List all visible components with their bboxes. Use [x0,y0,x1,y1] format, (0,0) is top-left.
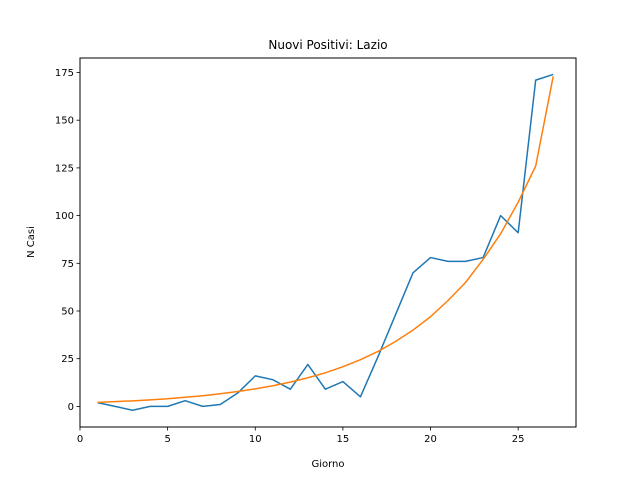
x-axis-label: Giorno [311,459,344,470]
x-tick-label: 10 [249,434,262,445]
x-tick-label: 15 [337,434,350,445]
series-layer [97,73,554,411]
x-tick-label: 20 [424,434,437,445]
y-tick-label: 125 [55,163,74,174]
x-axis-ticks: 0 5 10 15 20 25 [77,427,525,445]
series-line-1 [97,73,554,411]
y-tick-label: 75 [61,259,74,270]
y-tick-label: 175 [55,68,74,79]
y-tick-label: 25 [61,354,74,365]
y-tick-label: 0 [68,402,74,413]
y-tick-label: 150 [55,116,74,127]
plot-area: 0 5 10 15 20 25 0 25 50 75 100 125 150 175 [55,57,577,445]
x-tick-label: 25 [512,434,525,445]
y-axis-label: N Casi [26,226,37,258]
series-line-2 [97,76,554,404]
chart-title: Nuovi Positivi: Lazio [268,38,387,52]
x-tick-label: 0 [77,434,83,445]
y-axis-ticks: 0 25 50 75 100 125 150 175 [55,68,80,413]
axes-frame [79,57,577,428]
y-tick-label: 100 [55,211,74,222]
x-tick-label: 5 [164,434,170,445]
y-tick-label: 50 [61,306,74,317]
